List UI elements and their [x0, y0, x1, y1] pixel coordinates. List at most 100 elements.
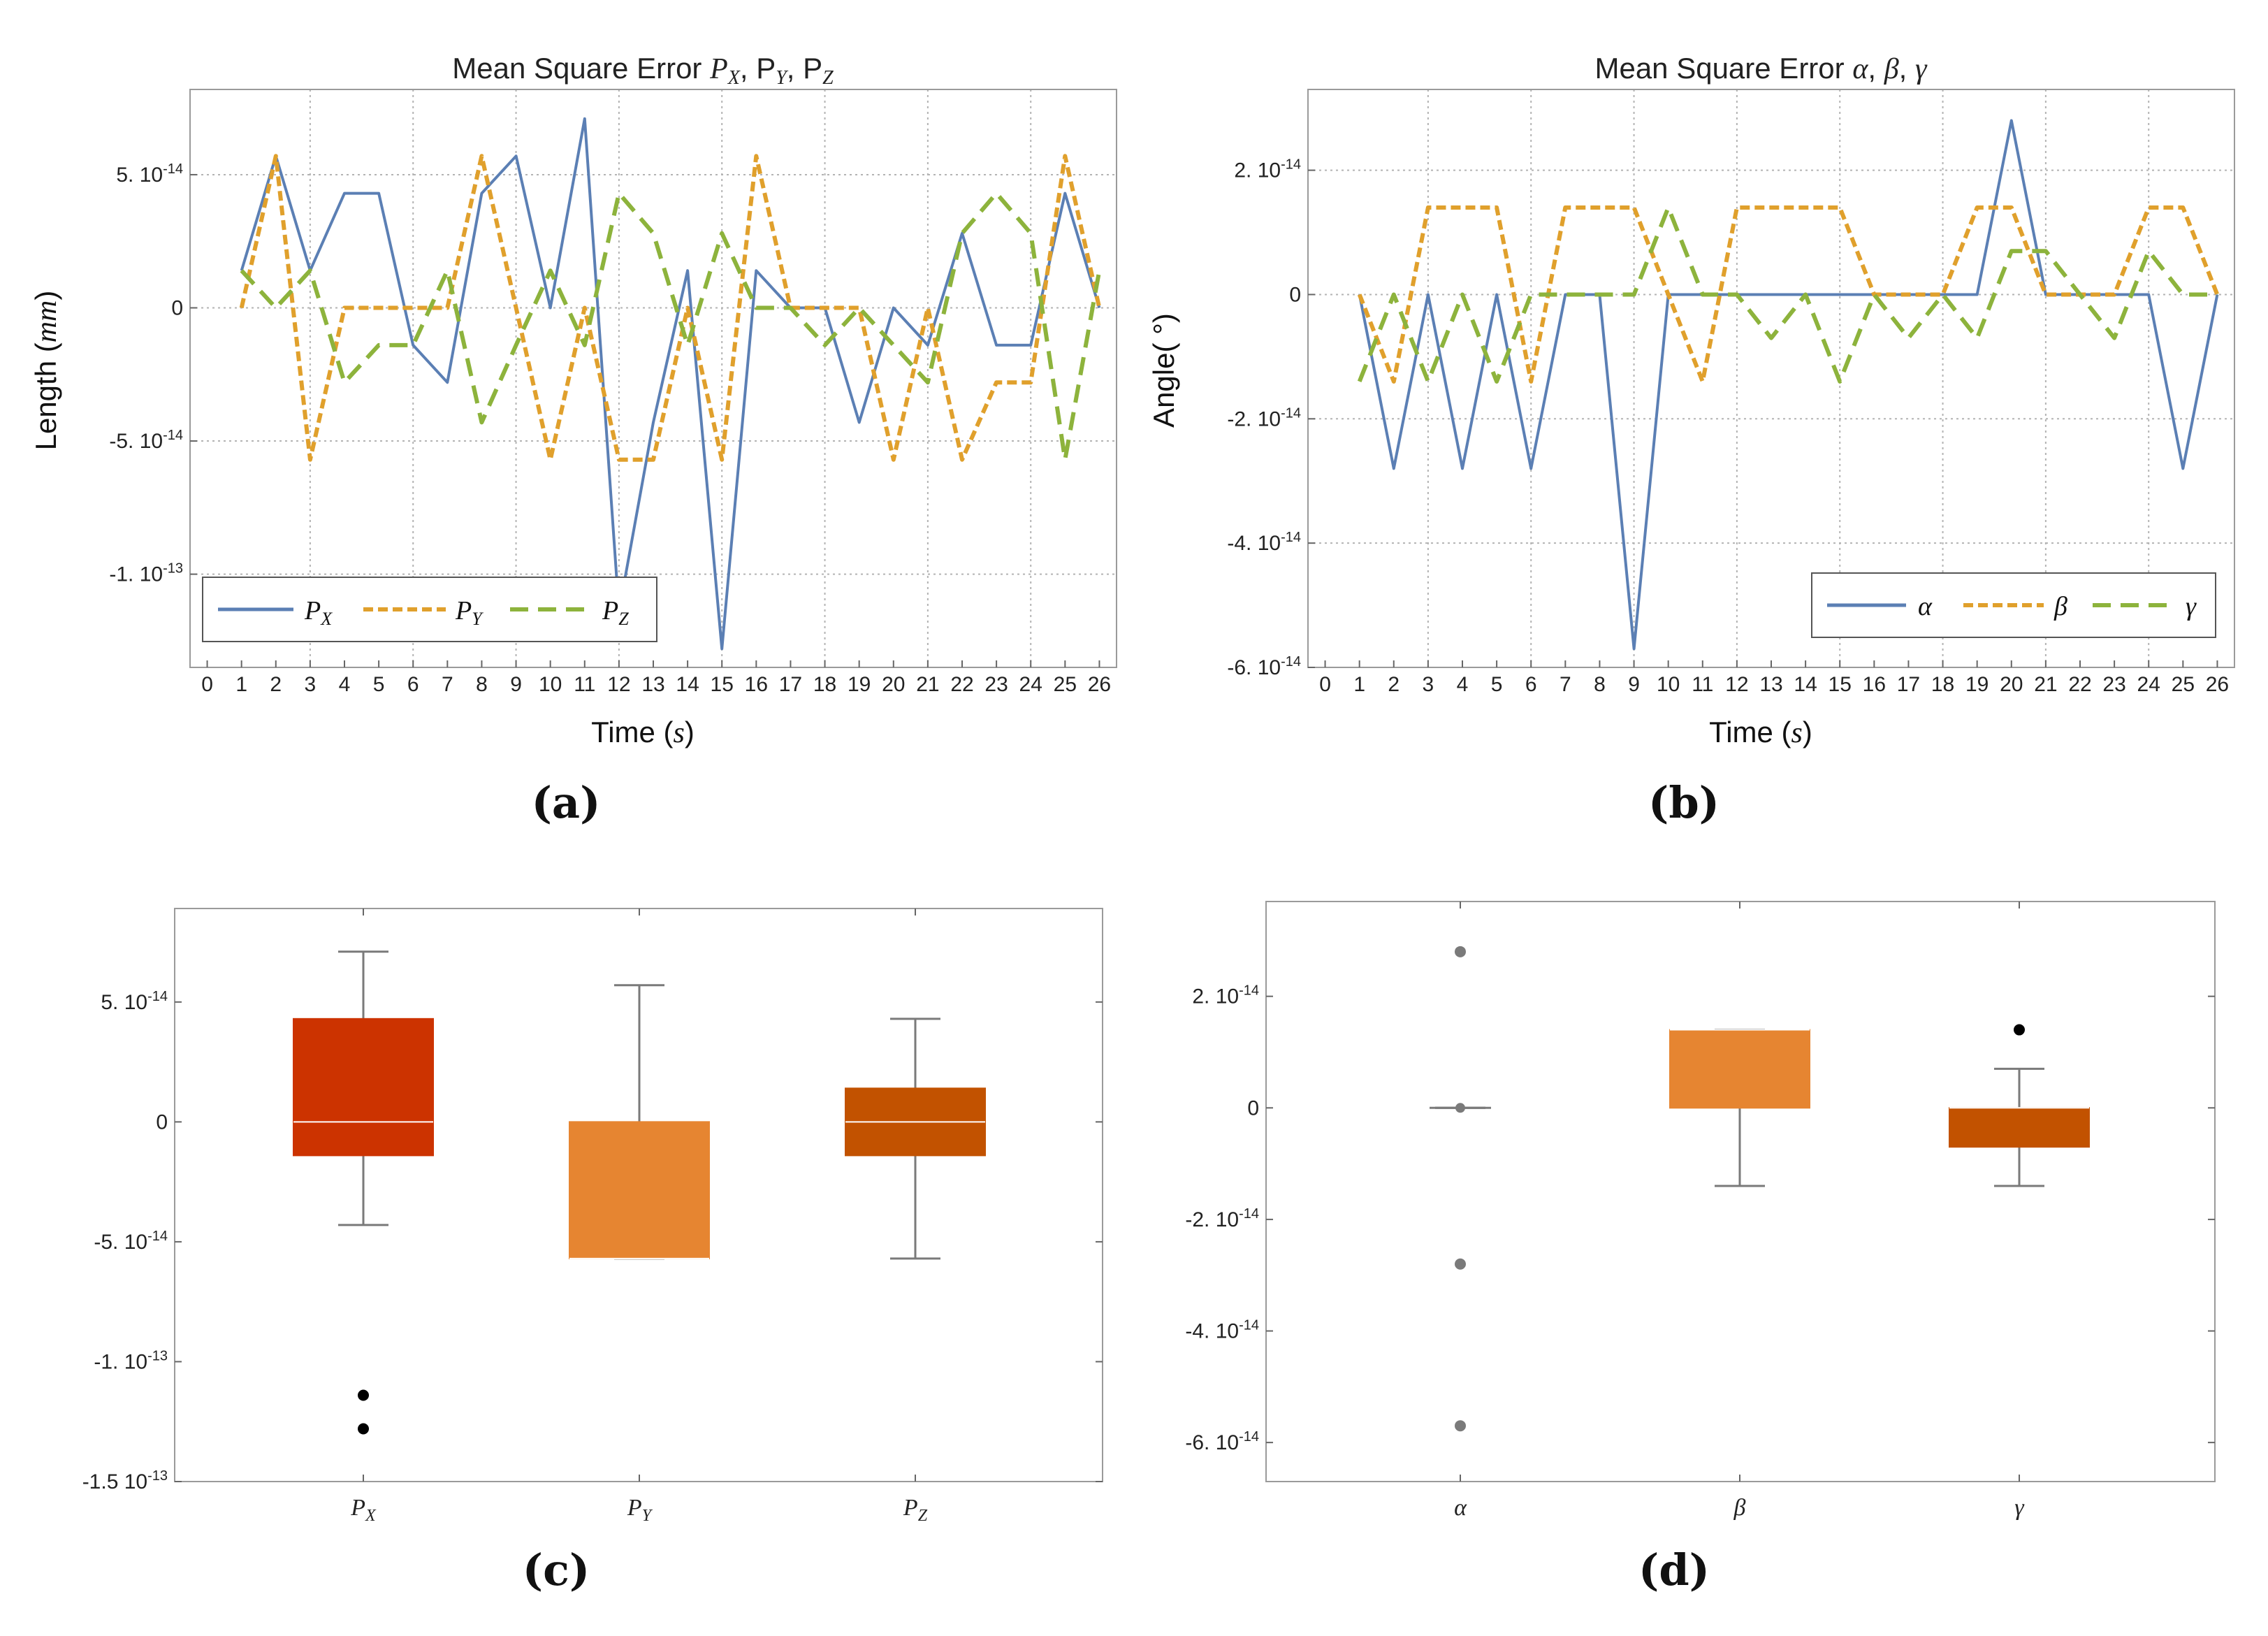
y-tick-label: 5. 10-14	[116, 161, 183, 187]
outlier-point	[1455, 1420, 1466, 1432]
legend-beta: β	[2053, 592, 2067, 621]
x-tick-label: 12	[607, 673, 630, 696]
x-tick-label: 8	[476, 673, 488, 696]
x-tick-label: 21	[2034, 673, 2057, 696]
x-tick-label: 24	[2137, 673, 2160, 696]
x-tick-label: 17	[1897, 673, 1920, 696]
x-tick-label: 10	[539, 673, 562, 696]
x-tick-label: 19	[1965, 673, 1989, 696]
legend-gamma: γ	[2186, 592, 2197, 621]
x-tick-label: 23	[984, 673, 1008, 696]
chart-a-legend: PX PY PZ	[202, 577, 657, 642]
chart-c-plot: 5. 10-14 0 -5. 10-14 -1. 10-13 -1.5 10-13 PX P…	[82, 908, 1103, 1525]
x-tick-label: 15	[1829, 673, 1852, 696]
x-tick-label: 18	[1931, 673, 1954, 696]
x-tick-label: 14	[1794, 673, 1817, 696]
series-3-line	[240, 191, 1102, 462]
x-tick-label: 6	[1525, 673, 1537, 696]
category-label: β	[1733, 1495, 1746, 1521]
y-tick-label: 0	[1247, 1096, 1259, 1120]
category-label: PX	[350, 1495, 377, 1525]
x-tick-label: 2	[270, 673, 282, 696]
y-tick-label: -1.5 10-13	[82, 1468, 168, 1493]
x-tick-label: 3	[305, 673, 317, 696]
y-tick-label: 2. 10-14	[1192, 983, 1259, 1008]
category-label: PY	[627, 1495, 653, 1525]
plot-frame	[1265, 901, 2216, 1482]
chart-b-legend: α β γ	[1811, 572, 2216, 638]
x-tick-label: 6	[407, 673, 419, 696]
x-tick-label: 23	[2102, 673, 2125, 696]
panel-d-label: (d)	[1638, 1544, 1710, 1595]
y-tick-label: -2. 10-14	[1185, 1206, 1259, 1231]
x-tick-label: 14	[676, 673, 699, 696]
x-tick-label: 20	[2000, 673, 2023, 696]
x-tick-label: 1	[1353, 673, 1365, 696]
x-tick-label: 7	[1560, 673, 1571, 696]
chart-a-title: Mean Square Error PX, PY, PZ	[452, 52, 834, 89]
outlier-point	[358, 1389, 369, 1401]
x-tick-label: 0	[201, 673, 213, 696]
chart-b-title: Mean Square Error α, β, γ	[1594, 52, 1928, 85]
panel-b-label: (b)	[1648, 777, 1720, 828]
series-2-line	[1357, 205, 2220, 384]
series-3-line	[1357, 205, 2218, 384]
x-tick-label: 10	[1657, 673, 1680, 696]
x-tick-label: 21	[916, 673, 939, 696]
x-tick-label: 20	[882, 673, 905, 696]
x-tick-label: 11	[574, 673, 595, 696]
x-tick-label: 24	[1019, 673, 1042, 696]
y-tick-label: 0	[156, 1110, 168, 1134]
panel-d: 2. 10-140-2. 10-14-4. 10-14-6. 10-14α β γ …	[1185, 901, 2216, 1595]
median-point	[1455, 1103, 1465, 1113]
box-body	[569, 1121, 710, 1259]
y-tick-label: -4. 10-14	[1227, 530, 1301, 555]
x-tick-label: 16	[1863, 673, 1886, 696]
x-tick-label: 26	[2206, 673, 2229, 696]
x-tick-label: 7	[442, 673, 453, 696]
series-1-line	[1358, 119, 2219, 651]
box-body	[1949, 1107, 2090, 1148]
x-tick-label: 22	[2068, 673, 2091, 696]
x-tick-label: 13	[641, 673, 664, 696]
x-tick-label: 5	[1491, 673, 1503, 696]
chart-b-ylabel: Angle( °)	[1147, 313, 1180, 428]
legend-px: PX	[304, 596, 333, 629]
chart-b-plot: 0 1 2 3 4 5 6 7 8 9 10 11 12 13 14 15 16 17 18 19 20 21 22 23 24…	[1227, 89, 2235, 696]
category-label: α	[1454, 1495, 1467, 1521]
y-tick-label: 0	[1289, 283, 1301, 306]
chart-a-plot: 0 1 2 3 4 5 6 7 8 9 10 11 12 13 14 15 16 17 18 19 20 21 22 23 24…	[109, 89, 1117, 696]
x-tick-label: 3	[1423, 673, 1434, 696]
x-tick-label: 25	[1054, 673, 1077, 696]
outlier-point	[1455, 1258, 1466, 1270]
outlier-point	[1455, 946, 1466, 957]
legend-alpha: α	[1918, 592, 1933, 621]
outlier-point	[2014, 1024, 2025, 1036]
panel-c: 5. 10-14 0 -5. 10-14 -1. 10-13 -1.5 10-13 PX P…	[82, 908, 1103, 1595]
x-tick-label: 17	[779, 673, 802, 696]
y-tick-label: -5. 10-14	[94, 1229, 168, 1254]
chart-b-xlabel: Time (s)	[1709, 716, 1812, 749]
series-1-line	[240, 117, 1101, 651]
y-tick-label: -1. 10-13	[109, 561, 183, 586]
chart-a-xlabel: Time (s)	[591, 716, 695, 749]
x-tick-label: 8	[1594, 673, 1606, 696]
category-label: γ	[2014, 1495, 2025, 1521]
x-tick-label: 5	[373, 673, 385, 696]
x-tick-label: 0	[1319, 673, 1331, 696]
x-tick-label: 13	[1759, 673, 1782, 696]
y-tick-label: -2. 10-14	[1227, 405, 1301, 430]
x-tick-label: 12	[1725, 673, 1748, 696]
y-tick-label: 0	[171, 297, 183, 320]
x-tick-label: 16	[745, 673, 768, 696]
x-tick-label: 15	[711, 673, 734, 696]
x-tick-label: 9	[510, 673, 522, 696]
x-tick-label: 18	[813, 673, 836, 696]
x-tick-label: 19	[848, 673, 871, 696]
x-tick-label: 22	[950, 673, 973, 696]
chart-a-ylabel: Length (mm)	[29, 291, 63, 451]
x-tick-label: 9	[1628, 673, 1640, 696]
panel-c-label: (c)	[523, 1544, 590, 1595]
